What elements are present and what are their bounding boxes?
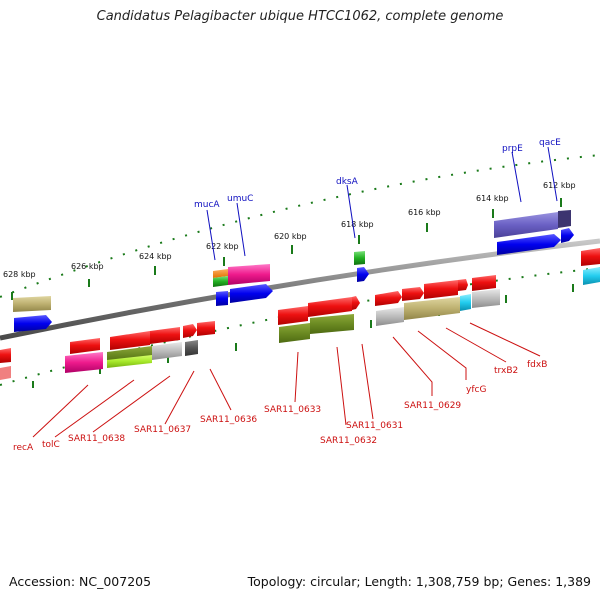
- gene-label: SAR11_0637: [134, 425, 191, 435]
- gene-feature: [216, 291, 228, 306]
- gene-feature: [213, 276, 228, 287]
- gene-feature: [581, 248, 600, 266]
- gene-feature: [310, 314, 354, 334]
- gene-label: SAR11_0631: [346, 421, 403, 431]
- top-gene-labels: mucA umuC dksA prpE qacE: [194, 138, 561, 210]
- gene-label: trxB2: [494, 366, 518, 376]
- gene-feature: [110, 331, 150, 350]
- tick-label: 612 kbp: [543, 181, 576, 190]
- gene-label: mucA: [194, 200, 220, 210]
- gene-feature: [561, 228, 574, 243]
- gene-label: SAR11_0638: [68, 434, 125, 444]
- gene-feature: [150, 327, 180, 344]
- gene-label: umuC: [227, 194, 253, 204]
- gene-label: dksA: [336, 177, 359, 187]
- gene-feature: [424, 280, 458, 299]
- gene-feature: [197, 321, 215, 336]
- gene-label: yfcG: [466, 385, 486, 395]
- gene-feature: [230, 284, 273, 303]
- gene-label: qacE: [539, 138, 561, 148]
- gene-feature: [213, 269, 228, 278]
- gene-feature: [13, 296, 51, 312]
- gene-feature: [458, 279, 468, 291]
- gene-feature: [375, 291, 402, 306]
- gene-label: SAR11_0636: [200, 415, 257, 425]
- gene-feature: [279, 323, 310, 343]
- gene-feature: [352, 296, 360, 310]
- gene-label: SAR11_0632: [320, 436, 377, 446]
- gene-label: fdxB: [527, 360, 547, 370]
- gene-feature: [185, 340, 198, 356]
- gene-feature: [278, 306, 308, 325]
- tick-label: 616 kbp: [408, 208, 441, 217]
- gene-label: SAR11_0629: [404, 401, 461, 411]
- tick-labels: 628 kbp 626 kbp 624 kbp 622 kbp 620 kbp …: [3, 181, 576, 279]
- gene-feature: [14, 315, 52, 332]
- lower-track-genes: [0, 275, 500, 380]
- bottom-leader-lines: [32, 322, 541, 438]
- tick-label: 626 kbp: [71, 262, 104, 271]
- gene-feature: [376, 307, 404, 326]
- gene-feature: [152, 342, 182, 360]
- gene-feature: [308, 297, 352, 317]
- tick-label: 614 kbp: [476, 194, 509, 203]
- tick-label: 622 kbp: [206, 242, 239, 251]
- bottom-gene-labels: recA tolC SAR11_0638 SAR11_0637 SAR11_06…: [13, 360, 547, 453]
- gene-feature: [494, 212, 558, 238]
- gene-feature: [497, 234, 561, 255]
- gene-feature: [472, 275, 496, 291]
- genome-info-text: Topology: circular; Length: 1,308,759 bp…: [247, 574, 591, 589]
- tick-label: 624 kbp: [139, 252, 172, 261]
- gene-feature: [70, 338, 100, 354]
- tick-label: 628 kbp: [3, 270, 36, 279]
- gene-label: recA: [13, 443, 34, 453]
- gene-feature: [107, 355, 152, 368]
- top-leader-lines: [206, 146, 558, 261]
- outer-tick-arc: [0, 154, 600, 298]
- genome-backbone: [0, 238, 600, 341]
- gene-label: tolC: [42, 440, 60, 450]
- gene-feature: [404, 297, 460, 320]
- map-title: Candidatus Pelagibacter ubique HTCC1062,…: [96, 9, 504, 24]
- gene-feature: [228, 264, 270, 285]
- gene-feature: [402, 287, 424, 301]
- tick-label: 620 kbp: [274, 232, 307, 241]
- gene-feature: [65, 352, 103, 373]
- gene-feature: [183, 324, 197, 338]
- upper-track-genes: [13, 210, 600, 332]
- gene-label: prpE: [502, 144, 523, 154]
- gene-feature: [0, 348, 11, 363]
- gene-feature: [354, 251, 365, 265]
- gene-feature: [0, 366, 11, 380]
- gene-feature: [472, 289, 500, 308]
- accession-text: Accession: NC_007205: [9, 574, 152, 589]
- gene-feature: [583, 267, 600, 285]
- gene-feature: [460, 294, 471, 311]
- tick-label: 618 kbp: [341, 220, 374, 229]
- gene-feature: [558, 210, 571, 228]
- gene-feature: [357, 267, 369, 282]
- gene-label: SAR11_0633: [264, 405, 321, 415]
